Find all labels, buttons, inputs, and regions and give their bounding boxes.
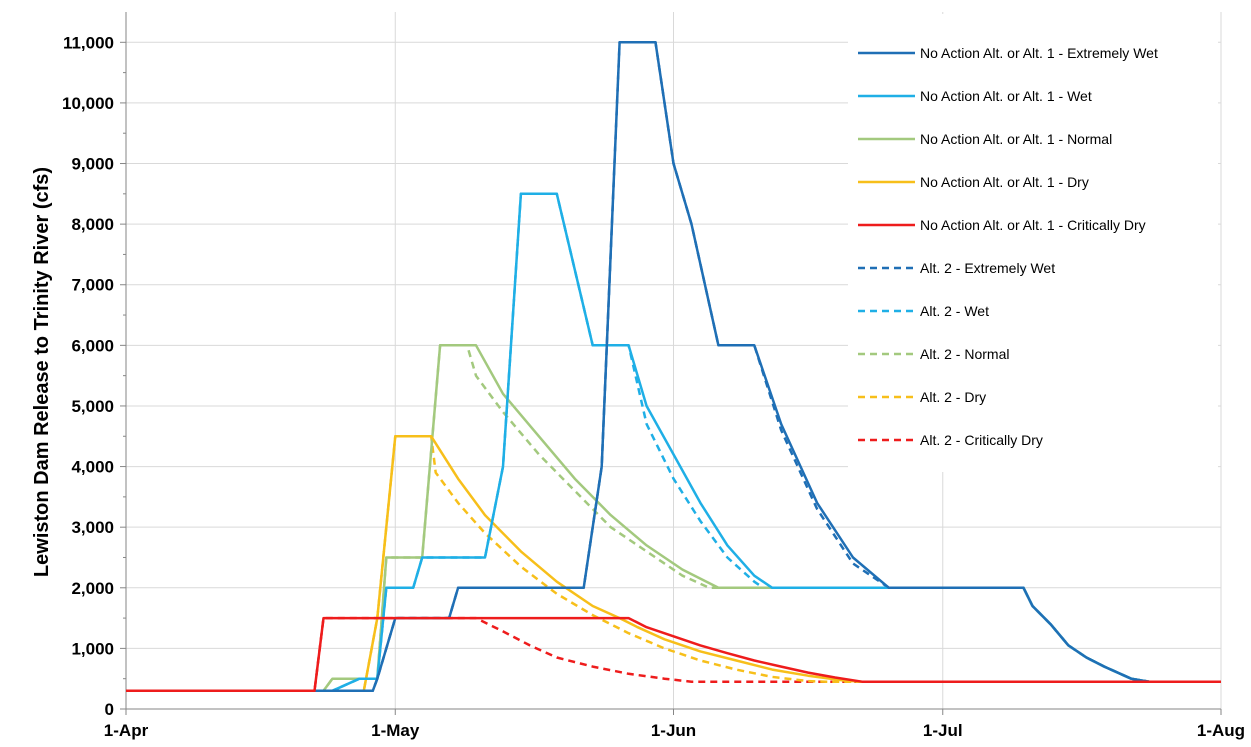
- y-tick-label: 3,000: [71, 518, 114, 537]
- legend-entry-label: No Action Alt. or Alt. 1 - Normal: [920, 131, 1112, 147]
- x-tick-label: 1-Jul: [923, 721, 963, 740]
- legend-entry-label: No Action Alt. or Alt. 1 - Extremely Wet: [920, 45, 1158, 61]
- x-tick-label: 1-Jun: [651, 721, 696, 740]
- series-line-no-action-3: [126, 435, 1221, 693]
- y-axis-label: Lewiston Dam Release to Trinity River (c…: [31, 167, 53, 577]
- legend-entry-label: No Action Alt. or Alt. 1 - Critically Dr…: [920, 217, 1146, 233]
- legend-entry-label: Alt. 2 - Critically Dry: [920, 432, 1043, 448]
- y-tick-label: 10,000: [62, 94, 114, 113]
- series-line-no-action-0: [126, 41, 1221, 693]
- data-series: [126, 41, 1221, 693]
- y-tick-label: 9,000: [71, 155, 114, 174]
- legend-entry-label: Alt. 2 - Normal: [920, 346, 1009, 362]
- y-tick-label: 7,000: [71, 276, 114, 295]
- x-tick-label: 1-Apr: [104, 721, 149, 740]
- series-line-alt2-9: [126, 616, 1221, 693]
- y-tick-label: 2,000: [71, 579, 114, 598]
- x-tick-label: 1-Aug: [1197, 721, 1245, 740]
- series-line-no-action-4: [126, 616, 1221, 693]
- y-tick-label: 5,000: [71, 397, 114, 416]
- legend-entry-label: No Action Alt. or Alt. 1 - Dry: [920, 174, 1089, 190]
- y-tick-label: 4,000: [71, 458, 114, 477]
- legend-entry-label: Alt. 2 - Wet: [920, 303, 989, 319]
- legend-entry-label: Alt. 2 - Dry: [920, 389, 986, 405]
- y-tick-label: 8,000: [71, 215, 114, 234]
- axes: [120, 12, 1222, 715]
- legend-entry-label: No Action Alt. or Alt. 1 - Wet: [920, 88, 1092, 104]
- x-tick-labels: 1-Apr 1-May 1-Jun 1-Jul 1-Aug: [104, 721, 1245, 740]
- x-tick-label: 1-May: [371, 721, 420, 740]
- y-tick-label: 0: [105, 700, 114, 719]
- y-tick-label: 6,000: [71, 336, 114, 355]
- y-tick-labels: 0 1,000 2,000 3,000 4,000 5,000 6,000 7,000 8,00…: [62, 33, 114, 719]
- legend: No Action Alt. or Alt. 1 - Extremely Wet…: [848, 14, 1218, 472]
- y-tick-label: 1,000: [71, 639, 114, 658]
- legend-background: [848, 14, 1218, 472]
- y-tick-label: 11,000: [63, 33, 114, 52]
- legend-entry-label: Alt. 2 - Extremely Wet: [920, 260, 1055, 276]
